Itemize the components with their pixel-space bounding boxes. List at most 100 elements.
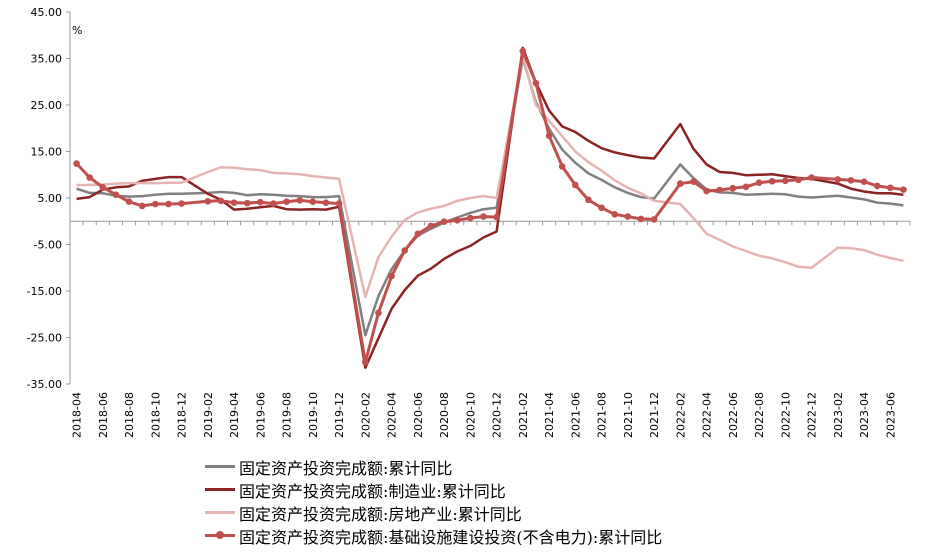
series-4-marker: [795, 176, 802, 184]
x-tick-label: 2018-08: [123, 392, 136, 438]
series-4-marker: [453, 217, 461, 224]
legend-label: 固定资产投资完成额:制造业:累计同比: [239, 481, 506, 501]
x-tick-label: 2021-10: [622, 392, 635, 438]
x-tick-label: 2020-10: [464, 392, 477, 438]
x-tick-label: 2021-02: [517, 392, 530, 438]
legend-label: 固定资产投资完成额:房地产业:累计同比: [239, 504, 522, 524]
x-tick-label: 2023-04: [858, 392, 871, 438]
series-4-marker: [204, 197, 212, 205]
series-4-marker: [440, 218, 448, 226]
series-4-marker: [755, 179, 763, 186]
y-axis-unit-label: %: [72, 24, 82, 37]
series-4-marker: [637, 215, 645, 223]
legend-label: 固定资产投资完成额:基础设施建设投资(不含电力):累计同比: [239, 527, 663, 547]
x-tick-label: 2019-02: [202, 392, 215, 438]
x-tick-label: 2022-04: [701, 392, 714, 438]
y-tick-label: 35.00: [31, 53, 63, 66]
series-4-marker: [650, 216, 658, 223]
series-4-marker: [585, 196, 592, 204]
x-tick-label: 2021-04: [543, 392, 556, 438]
series-4-marker: [808, 174, 815, 181]
series-4-marker: [900, 186, 907, 193]
legend-swatch: [205, 511, 235, 514]
series-4-marker: [138, 202, 146, 210]
series-4-marker: [467, 214, 474, 222]
x-tick-label: 2020-12: [491, 392, 504, 438]
x-tick-label: 2021-12: [648, 392, 661, 438]
x-tick-label: 2019-08: [281, 392, 294, 438]
x-tick-label: 2023-02: [832, 392, 845, 438]
series-4-marker: [296, 197, 303, 204]
x-tick-label: 2018-12: [176, 392, 189, 438]
legend-item-2: 固定资产投资完成额:制造业:累计同比: [205, 478, 662, 501]
series-4-marker: [624, 213, 632, 220]
x-tick-label: 2022-12: [806, 392, 819, 438]
series-4-marker: [873, 182, 881, 190]
series-4-marker: [112, 191, 120, 199]
x-tick-label: 2020-08: [438, 392, 451, 438]
x-tick-label: 2022-08: [753, 392, 766, 438]
x-tick-label: 2020-04: [386, 392, 399, 438]
legend-marker: [216, 531, 224, 539]
x-tick-label: 2023-06: [884, 392, 897, 438]
series-4-marker: [480, 213, 487, 220]
y-tick-label: -5.00: [34, 239, 62, 252]
series-4-marker: [558, 163, 566, 170]
series-4-marker: [887, 184, 894, 192]
legend: 固定资产投资完成额:累计同比 固定资产投资完成额:制造业:累计同比 固定资产投资完成…: [205, 455, 662, 547]
y-tick-label: 25.00: [31, 99, 63, 112]
x-tick-label: 2019-06: [254, 392, 267, 438]
series-4-marker: [388, 272, 395, 280]
series-4-marker: [217, 197, 225, 205]
series-4-marker: [572, 181, 579, 189]
series-4-marker: [847, 177, 855, 184]
series-4-marker: [322, 199, 330, 206]
x-tick-label: 2022-06: [727, 392, 740, 438]
series-4-marker: [427, 222, 435, 230]
x-tick-label: 2018-04: [71, 392, 84, 438]
x-tick-label: 2018-10: [149, 392, 162, 438]
y-tick-label: 45.00: [31, 6, 63, 19]
series-4-marker: [86, 174, 93, 181]
series-4-marker: [493, 213, 500, 221]
series-4-marker: [125, 198, 133, 206]
series-4-marker: [532, 79, 540, 87]
legend-item-1: 固定资产投资完成额:累计同比: [205, 455, 662, 478]
x-tick-label: 2020-02: [359, 392, 372, 438]
series-4-marker: [834, 176, 842, 183]
x-tick-label: 2022-10: [779, 392, 792, 438]
series-4-marker: [545, 132, 553, 139]
y-tick-label: -15.00: [27, 285, 62, 298]
series-line-1: [76, 57, 904, 337]
series-4-marker: [598, 204, 605, 212]
series-4-marker: [283, 198, 290, 206]
x-tick-label: 2021-08: [596, 392, 609, 438]
plot-area: 45.00 35.00 25.00 15.00 5.00 -5.00 -15.00 -25.0…: [27, 6, 911, 438]
x-tick-label: 2020-06: [412, 392, 425, 438]
series-4-marker: [519, 47, 527, 55]
x-tick-label: 2018-06: [97, 392, 110, 438]
series-4-marker: [165, 200, 172, 208]
y-tick-label: -25.00: [27, 332, 62, 345]
series-4-marker: [99, 184, 107, 191]
legend-swatch: [205, 465, 235, 468]
y-tick-label: 5.00: [38, 192, 63, 205]
series-4-marker: [729, 184, 737, 192]
series-4-marker: [243, 199, 251, 207]
x-tick-label: 2019-10: [307, 392, 320, 438]
series-4-marker: [768, 177, 776, 185]
series-line-3: [76, 54, 904, 299]
series-4-marker: [742, 183, 750, 191]
series-4-marker: [414, 230, 422, 238]
series-line-2: [76, 46, 904, 369]
series-4-marker: [611, 210, 618, 218]
series-4-marker: [716, 186, 723, 194]
series-4-marker: [690, 178, 697, 186]
series-4-marker: [335, 200, 343, 207]
y-tick-label: -35.00: [27, 378, 62, 391]
series-4-marker: [152, 200, 159, 208]
x-tick-label: 2022-02: [674, 392, 687, 438]
y-tick-label: 15.00: [31, 146, 63, 159]
series-4-marker: [401, 247, 408, 254]
series-4-marker: [782, 177, 789, 185]
